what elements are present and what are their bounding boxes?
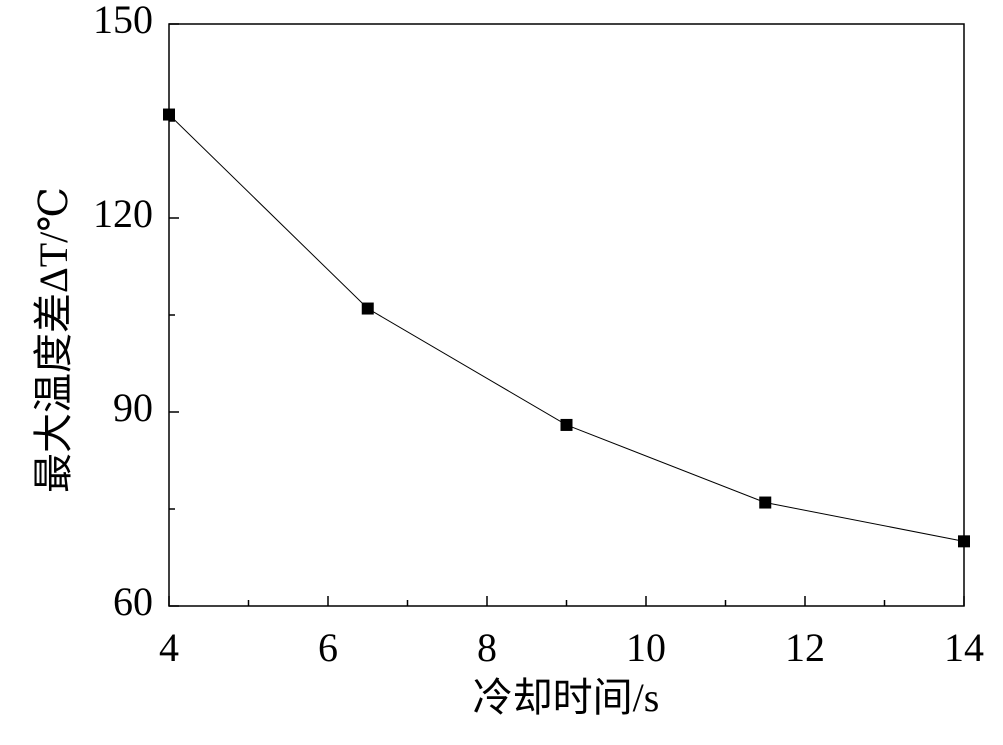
plot-frame [168, 23, 965, 607]
x-tick-label: 14 [944, 625, 984, 670]
x-tick-label: 10 [626, 625, 666, 670]
line [168, 114, 965, 542]
marker [958, 535, 970, 548]
x-tick-label: 12 [785, 625, 825, 670]
y-tick-label: 90 [113, 385, 153, 430]
marker [560, 418, 573, 431]
y-tick-label: 60 [113, 579, 153, 624]
x-tick-label: 8 [477, 625, 497, 670]
x-tick-label: 6 [318, 625, 338, 670]
y-tick-label: 120 [93, 191, 153, 236]
x-axis-label: 冷却时间/s [473, 675, 660, 720]
y-tick-label: 150 [93, 0, 153, 42]
marker [361, 302, 374, 315]
marker [163, 108, 175, 121]
marker [759, 496, 772, 509]
x-tick-label: 4 [159, 625, 179, 670]
y-axis-label: 最大温度差ΔT/℃ [31, 187, 76, 493]
